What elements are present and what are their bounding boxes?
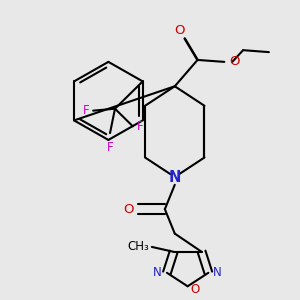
Text: F: F xyxy=(82,104,89,117)
Text: O: O xyxy=(190,283,200,296)
Text: F: F xyxy=(107,141,113,154)
Text: O: O xyxy=(175,24,185,37)
Text: N: N xyxy=(169,169,181,184)
Text: F: F xyxy=(137,120,143,133)
Text: O: O xyxy=(229,56,240,68)
Text: CH₃: CH₃ xyxy=(127,240,149,254)
Text: N: N xyxy=(153,266,162,279)
Text: O: O xyxy=(123,203,134,216)
Text: N: N xyxy=(213,266,222,279)
